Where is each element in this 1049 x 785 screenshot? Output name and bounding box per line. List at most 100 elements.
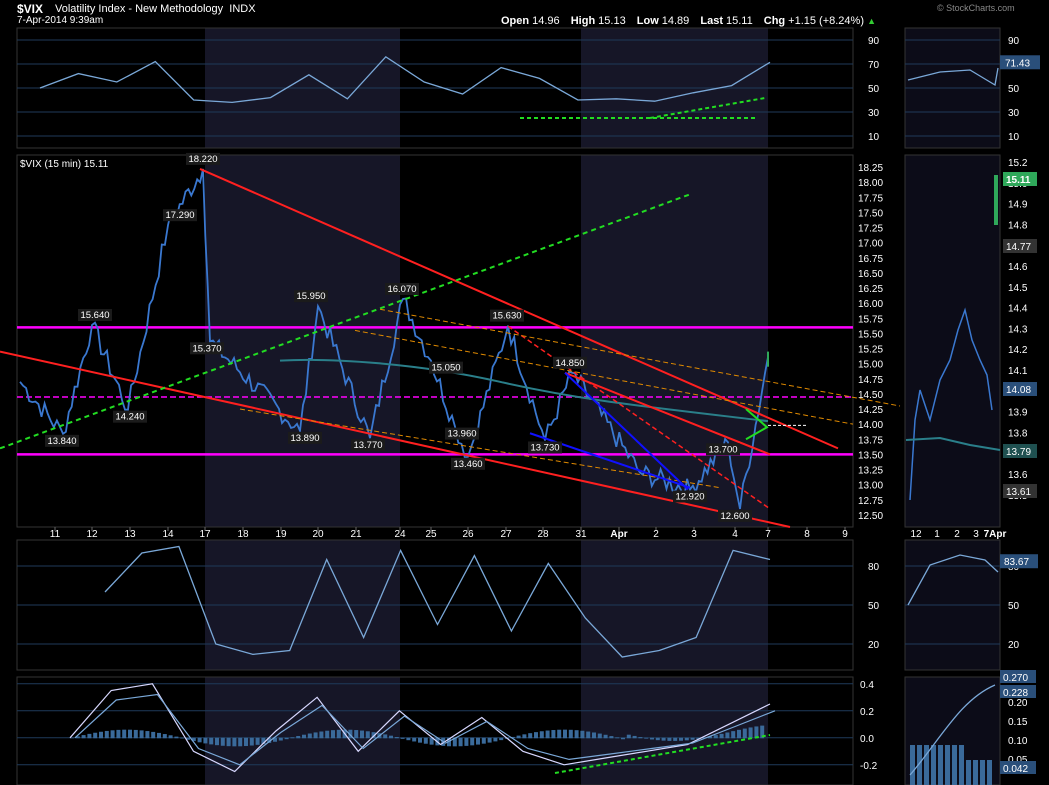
inset-tick-label: 14.8: [1008, 220, 1028, 231]
macd-histogram-bar: [209, 737, 214, 745]
inset-tick-label: 14.2: [1008, 345, 1028, 356]
price-tick-label: 18.00: [858, 178, 883, 189]
macd-histogram-bar: [586, 731, 591, 739]
price-tick-label: 15.25: [858, 345, 883, 356]
macd-histogram-bar: [458, 737, 463, 747]
price-label: 13.460: [453, 459, 482, 470]
moving-average-line: [279, 358, 769, 423]
inset-label: 15.11: [1006, 175, 1031, 186]
macd-histogram-bar: [493, 737, 498, 742]
x-tick-label: 12: [86, 529, 98, 540]
price-panel-frame: [16, 154, 854, 528]
macd-tick-label: 0.0: [860, 734, 874, 745]
brand-watermark: © StockCharts.com: [937, 3, 1015, 13]
x-tick-label: 31: [575, 529, 587, 540]
breakout-arrow-icon: [745, 408, 769, 441]
macd-histogram-bar: [621, 737, 625, 740]
macd-inset-bar: [959, 745, 964, 785]
macd-histogram-bar: [215, 737, 219, 746]
macd-histogram-bar: [360, 730, 364, 739]
inset-label: 14.08: [1006, 385, 1031, 396]
macd-histogram-bar: [197, 737, 202, 743]
chart-date: 7-Apr-2014 9:39am: [17, 15, 104, 26]
price-label: 13.700: [708, 444, 737, 455]
price-label: 12.600: [720, 511, 749, 522]
price-label: 15.630: [492, 311, 521, 322]
macd-histogram-bar: [667, 737, 672, 741]
x-tick-label: 17: [199, 529, 211, 540]
inset-label-box: [1003, 172, 1037, 186]
price-label-box: [490, 309, 524, 322]
macd-inset-tick-label: 0.10: [1008, 736, 1028, 747]
macd-inset-bar: [938, 745, 943, 785]
macd-line: [69, 683, 771, 773]
price-label: 13.770: [353, 440, 382, 451]
price-label-box: [528, 441, 562, 454]
macd-histogram-bar: [151, 731, 156, 739]
x-tick-label: 7: [765, 529, 771, 540]
macd-histogram-bar: [748, 727, 753, 739]
x-tick-label: 8: [804, 529, 810, 540]
macd-histogram-bar: [87, 733, 92, 739]
macd-histogram-bar: [429, 737, 434, 745]
macd-histogram-bar: [203, 737, 208, 744]
macd-histogram-bar: [383, 734, 388, 739]
macd-inset-bar: [917, 745, 922, 785]
macd-histogram-bar: [110, 730, 115, 739]
macd-inset-tick-label: 0.20: [1008, 698, 1028, 709]
price-tick-label: 16.75: [858, 254, 883, 265]
macd-histogram-bar: [737, 729, 741, 739]
macd-histogram-bar: [238, 737, 243, 747]
open-value: 14.96: [532, 15, 560, 27]
macd-histogram-bar: [626, 734, 631, 739]
price-label-box: [351, 439, 385, 452]
price-label-box: [113, 410, 147, 423]
stoch-tick-label: 50: [868, 601, 880, 612]
macd-histogram-bar: [249, 737, 254, 746]
price-tick-label: 15.00: [858, 360, 883, 371]
macd-histogram-bar: [632, 735, 637, 739]
price-label: 17.290: [165, 210, 194, 221]
price-tick-label: 13.25: [858, 466, 883, 477]
stoch-inset-line: [907, 554, 999, 606]
price-tick-label: 13.00: [858, 481, 883, 492]
macd-inset-bar: [924, 745, 929, 785]
macd-inset-bar: [973, 760, 978, 785]
macd-histogram-bar: [638, 737, 643, 739]
macd-histogram-bar: [412, 737, 417, 742]
price-tick-label: 14.00: [858, 420, 883, 431]
macd-histogram-bar: [510, 736, 515, 739]
axis-ticks: 9090707050503030101018.2518.0017.7517.50…: [50, 36, 1028, 772]
macd-histogram-bar: [568, 729, 573, 739]
inset-x-label: 2: [954, 529, 960, 540]
macd-panel-frame: [16, 676, 854, 785]
inset-label-box: [1003, 484, 1037, 498]
x-tick-label: 20: [312, 529, 324, 540]
macd-inset-label: 0.042: [1003, 764, 1028, 775]
price-tick-label: 17.25: [858, 224, 883, 235]
rsi-tick-label: 30: [868, 108, 880, 119]
macd-histogram-bar: [93, 732, 98, 739]
macd-histogram-bar: [104, 730, 109, 739]
x-tick-label: 11: [50, 529, 61, 540]
macd-histogram-bar: [319, 731, 324, 739]
macd-histogram-bar: [157, 732, 161, 739]
low-label: Low: [636, 15, 659, 27]
macd-inset-tick-label: 0.05: [1008, 755, 1028, 766]
macd-histogram-bar: [499, 737, 504, 741]
macd-histogram-bar: [609, 736, 614, 739]
x-tick-label: 24: [394, 529, 406, 540]
price-tick-label: 13.75: [858, 435, 883, 446]
rsi-tick-label: 70: [868, 60, 880, 71]
macd-histogram-bar: [348, 729, 353, 739]
macd-histogram-bar: [545, 730, 550, 739]
macd-inset-bar: [980, 760, 985, 785]
macd-histogram-bar: [284, 737, 289, 740]
inset-label: 13.79: [1006, 447, 1031, 458]
macd-histogram-bar: [133, 729, 138, 739]
macd-inset-tick-label: 0.15: [1008, 717, 1028, 728]
x-tick-label: 14: [162, 529, 174, 540]
macd-histogram-bar: [481, 737, 486, 744]
macd-histogram-bar: [325, 730, 330, 739]
macd-histogram-bar: [470, 737, 475, 746]
